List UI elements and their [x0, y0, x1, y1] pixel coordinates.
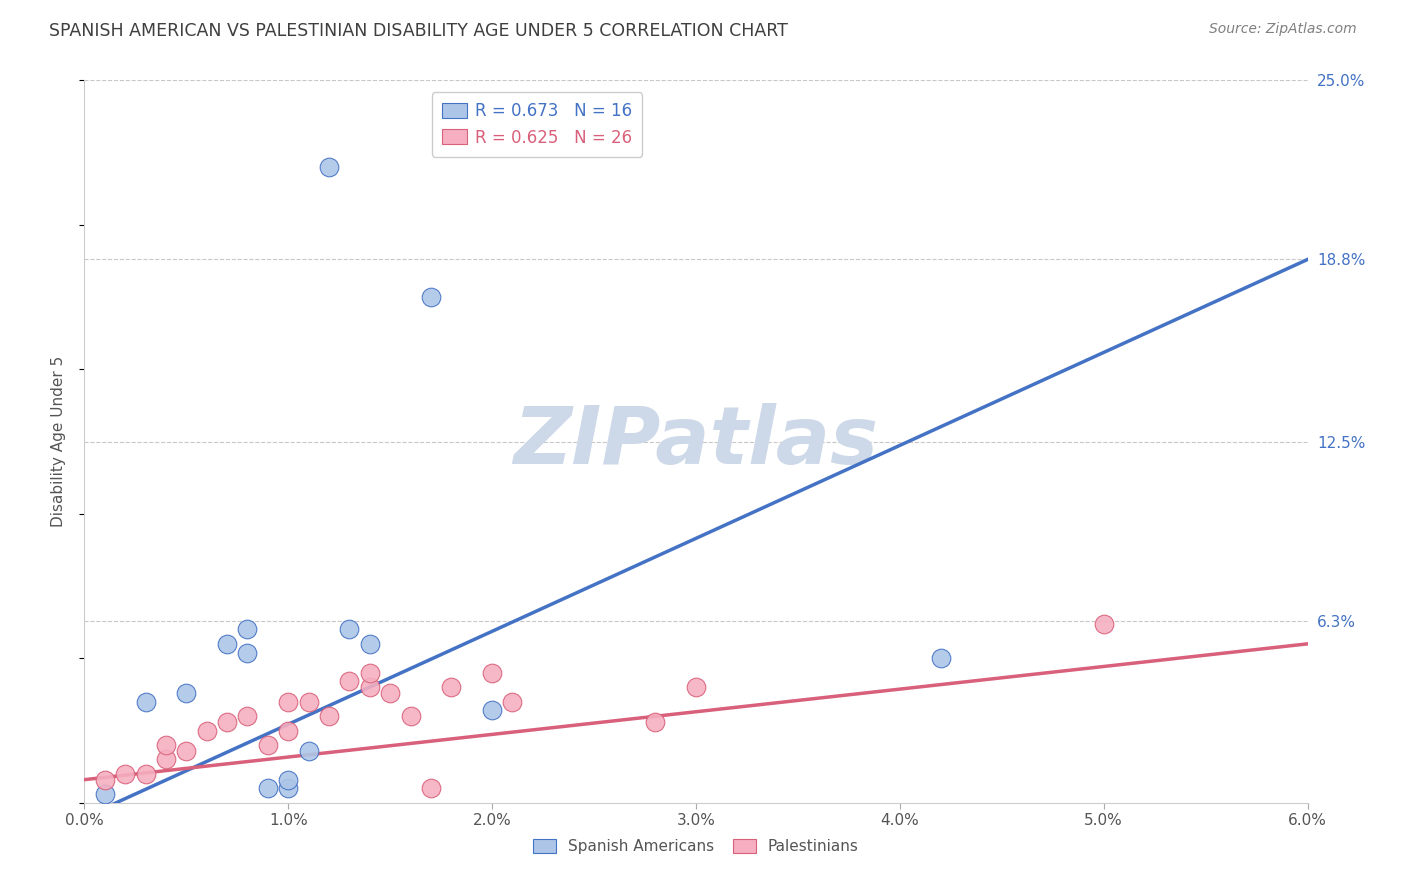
Point	[277, 695, 299, 709]
Point	[93, 772, 117, 787]
Point	[318, 160, 340, 174]
Point	[135, 767, 157, 781]
Point	[277, 781, 299, 796]
Point	[359, 665, 381, 680]
Point	[155, 738, 177, 752]
Point	[420, 781, 443, 796]
Point	[644, 714, 666, 729]
Point	[481, 703, 503, 717]
Point	[502, 695, 524, 709]
Point	[176, 744, 198, 758]
Text: SPANISH AMERICAN VS PALESTINIAN DISABILITY AGE UNDER 5 CORRELATION CHART: SPANISH AMERICAN VS PALESTINIAN DISABILI…	[49, 22, 789, 40]
Point	[236, 646, 259, 660]
Point	[929, 651, 952, 665]
Point	[420, 290, 443, 304]
Point	[236, 709, 259, 723]
Point	[359, 637, 381, 651]
Point	[236, 623, 259, 637]
Text: ZIPatlas: ZIPatlas	[513, 402, 879, 481]
Point	[277, 723, 299, 738]
Point	[155, 752, 177, 766]
Point	[217, 714, 239, 729]
Y-axis label: Disability Age Under 5: Disability Age Under 5	[51, 356, 66, 527]
Legend: Spanish Americans, Palestinians: Spanish Americans, Palestinians	[527, 833, 865, 860]
Point	[440, 680, 463, 694]
Point	[1092, 616, 1115, 631]
Point	[195, 723, 218, 738]
Point	[298, 744, 321, 758]
Point	[359, 680, 381, 694]
Point	[114, 767, 136, 781]
Point	[399, 709, 422, 723]
Point	[339, 674, 361, 689]
Point	[135, 695, 157, 709]
Point	[380, 686, 402, 700]
Point	[481, 665, 503, 680]
Point	[318, 709, 340, 723]
Point	[257, 781, 280, 796]
Point	[217, 637, 239, 651]
Point	[298, 695, 321, 709]
Point	[339, 623, 361, 637]
Point	[93, 787, 117, 801]
Point	[277, 772, 299, 787]
Text: Source: ZipAtlas.com: Source: ZipAtlas.com	[1209, 22, 1357, 37]
Point	[685, 680, 707, 694]
Point	[257, 738, 280, 752]
Point	[176, 686, 198, 700]
